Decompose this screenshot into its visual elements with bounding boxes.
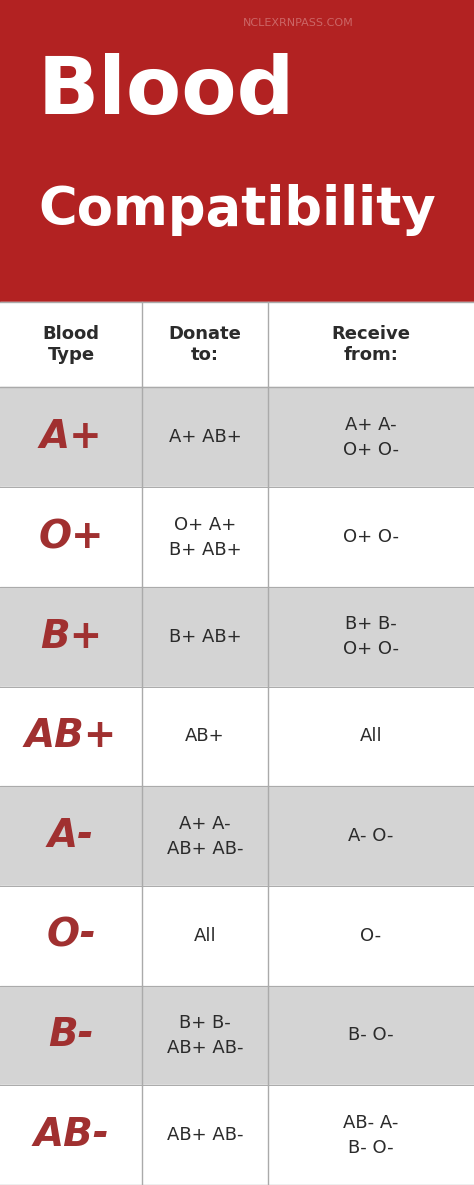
Text: A+ A-
O+ O-: A+ A- O+ O- [343, 416, 399, 459]
Text: B- O-: B- O- [348, 1026, 394, 1044]
Text: Blood
Type: Blood Type [43, 326, 100, 364]
Bar [0, 587, 474, 686]
Text: O-: O- [46, 917, 96, 955]
Bar [0, 0, 474, 302]
Text: B-: B- [48, 1017, 94, 1055]
Text: AB- A-
B- O-: AB- A- B- O- [343, 1114, 399, 1157]
Bar [0, 787, 474, 886]
Text: Compatibility: Compatibility [38, 184, 436, 236]
Text: B+ B-
AB+ AB-: B+ B- AB+ AB- [167, 1014, 243, 1057]
Text: AB+: AB+ [25, 717, 117, 755]
Text: A-: A- [48, 818, 94, 856]
Text: AB-: AB- [33, 1116, 109, 1154]
Text: All: All [360, 728, 382, 745]
Text: O+: O+ [38, 518, 104, 556]
Bar [0, 487, 474, 587]
Text: Receive
from:: Receive from: [331, 326, 410, 364]
Bar [0, 686, 474, 787]
Text: B+ AB+: B+ AB+ [169, 628, 241, 646]
Text: AB+ AB-: AB+ AB- [167, 1126, 243, 1145]
Text: O+ O-: O+ O- [343, 529, 399, 546]
Text: B+: B+ [40, 617, 102, 655]
Text: Blood: Blood [38, 53, 295, 132]
Text: Donate
to:: Donate to: [169, 326, 241, 364]
Text: A- O-: A- O- [348, 827, 393, 845]
Bar [0, 302, 474, 387]
Text: A+ A-
AB+ AB-: A+ A- AB+ AB- [167, 814, 243, 858]
Text: A+ AB+: A+ AB+ [169, 428, 241, 447]
Bar [0, 886, 474, 986]
Text: O-: O- [360, 927, 382, 944]
Text: B+ B-
O+ O-: B+ B- O+ O- [343, 615, 399, 658]
Text: All: All [194, 927, 216, 944]
Bar [0, 387, 474, 487]
Text: AB+: AB+ [185, 728, 225, 745]
Bar [0, 986, 474, 1085]
Text: NCLEXRNPASS.COM: NCLEXRNPASS.COM [243, 18, 354, 27]
Bar [0, 1085, 474, 1185]
Text: O+ A+
B+ AB+: O+ A+ B+ AB+ [169, 515, 241, 558]
Text: A+: A+ [40, 418, 102, 456]
